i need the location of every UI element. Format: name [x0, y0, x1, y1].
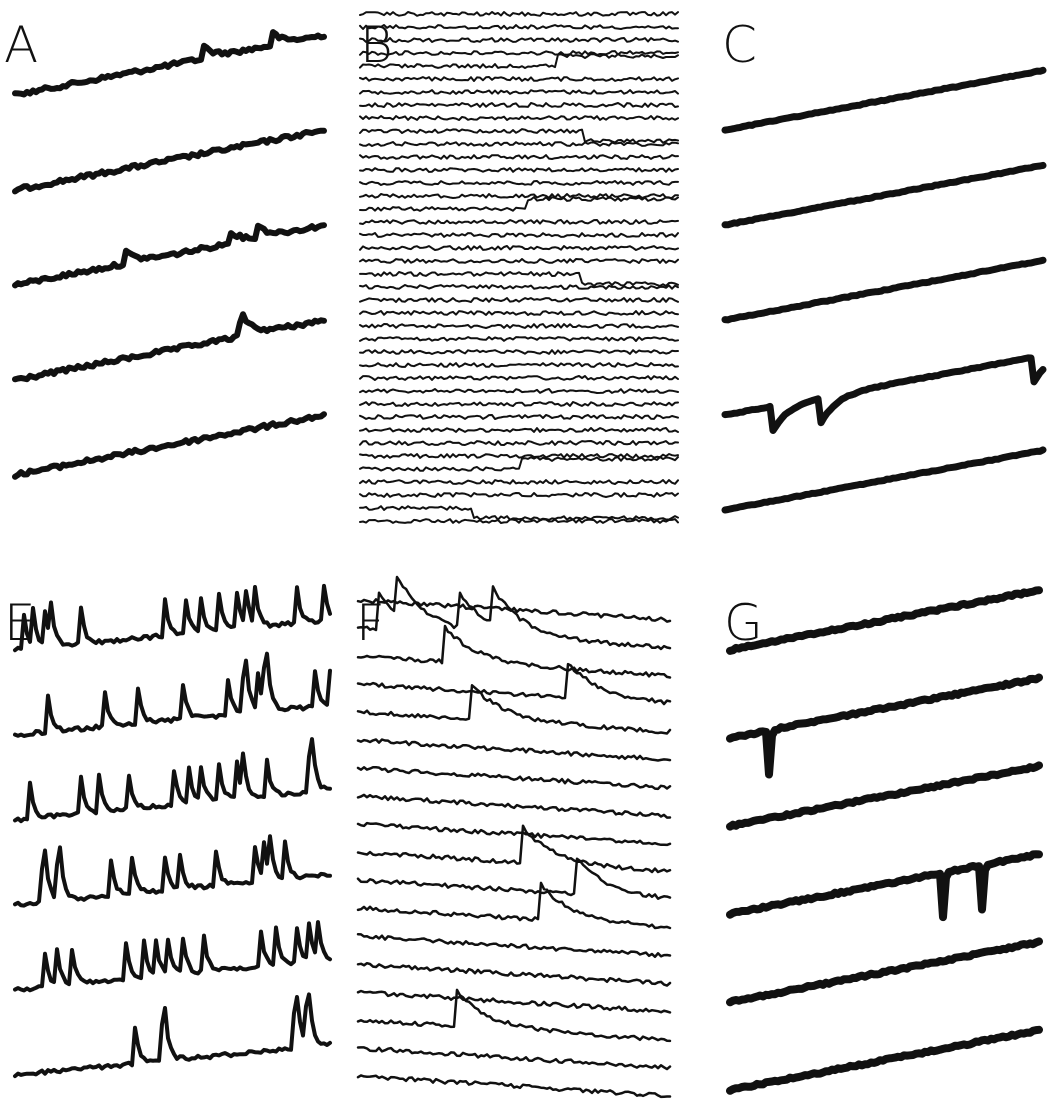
trace [360, 428, 678, 432]
trace [360, 129, 678, 143]
trace [358, 740, 670, 761]
trace [15, 836, 330, 905]
trace [360, 220, 678, 224]
trace [360, 142, 678, 146]
trace [725, 165, 1043, 224]
trace [360, 415, 678, 419]
trace [360, 376, 678, 380]
trace [15, 314, 324, 379]
trace [358, 767, 670, 789]
trace [15, 32, 324, 94]
trace [360, 54, 678, 68]
trace [360, 441, 678, 445]
trace [360, 480, 678, 484]
trace [725, 358, 1043, 431]
trace [360, 337, 678, 341]
trace [730, 590, 1039, 651]
trace [358, 990, 670, 1041]
trace [358, 626, 670, 678]
trace [358, 1075, 670, 1097]
trace [360, 285, 678, 289]
trace [725, 70, 1043, 130]
trace [730, 854, 1039, 917]
trace [360, 12, 678, 16]
trace [360, 272, 678, 286]
trace [360, 197, 678, 211]
trace [360, 233, 678, 237]
trace [15, 131, 324, 192]
panel-label: A [4, 16, 38, 74]
trace [358, 1047, 670, 1069]
trace [360, 51, 678, 55]
trace [360, 324, 678, 328]
trace [360, 259, 678, 263]
trace [15, 654, 330, 736]
trace [360, 90, 678, 94]
trace [730, 1030, 1039, 1091]
trace [360, 493, 678, 497]
trace [360, 246, 678, 250]
trace [360, 298, 678, 302]
trace [360, 402, 678, 406]
trace [360, 389, 678, 393]
figure: A B C E F G [0, 0, 1049, 1117]
trace [358, 826, 670, 872]
trace [358, 823, 670, 845]
trace [730, 941, 1039, 1002]
trace [725, 450, 1043, 510]
trace [358, 795, 670, 818]
trace [15, 994, 330, 1076]
trace [725, 260, 1043, 320]
trace [360, 116, 678, 120]
trace [15, 414, 324, 477]
trace [358, 934, 670, 957]
trace [360, 454, 678, 458]
trace [360, 103, 678, 107]
trace [730, 678, 1039, 775]
trace [15, 739, 330, 821]
trace [360, 181, 678, 185]
trace [358, 859, 670, 899]
trace [360, 363, 678, 367]
trace [15, 586, 330, 650]
trace [360, 168, 678, 172]
page: A B C E F G (() => { const data = JSON.p… [0, 0, 1049, 1117]
trace [360, 38, 678, 42]
trace [360, 77, 678, 81]
trace [15, 922, 330, 990]
trace [358, 577, 670, 649]
trace [360, 311, 678, 315]
trace [360, 350, 678, 354]
trace [358, 599, 670, 621]
trace [360, 155, 678, 159]
trace [360, 25, 678, 29]
trace [15, 225, 324, 285]
trace [360, 506, 678, 520]
trace [730, 765, 1039, 826]
panel-label: C [722, 16, 757, 74]
trace [360, 457, 678, 471]
trace [358, 685, 670, 733]
trace [358, 963, 670, 985]
trace [358, 991, 670, 1012]
trace [358, 664, 670, 704]
